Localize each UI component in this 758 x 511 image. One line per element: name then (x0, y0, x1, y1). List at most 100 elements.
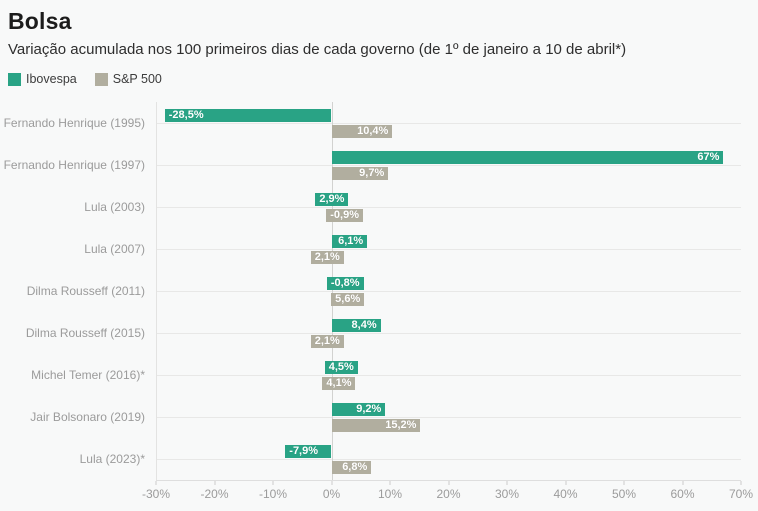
chart-rows: Fernando Henrique (1995) -28,5% 10,4% Ferna… (3, 102, 758, 480)
sp500-bar: 5,6% (331, 293, 365, 306)
bar-value-label: 4,5% (324, 361, 358, 374)
x-axis: -30% -20% -10% 0% 10% 20% 30% 40% 50% 60% 70% (8, 480, 758, 506)
category-label: Lula (2003) (84, 200, 145, 214)
zero-gridline (331, 228, 333, 270)
bar-value-label: 9,7% (355, 167, 389, 180)
sp500-bar: 15,2% (331, 419, 421, 432)
row-gridline (156, 165, 741, 166)
legend-item-sp500: S&P 500 (94, 72, 162, 86)
chart-row: Lula (2007) 6,1% 2,1% (8, 228, 758, 270)
legend-label-sp500: S&P 500 (112, 72, 162, 86)
x-axis-ticks: -30% -20% -10% 0% 10% 20% 30% 40% 50% 60% 70% (142, 480, 753, 506)
sp500-swatch-icon (94, 72, 108, 86)
category-label: Jair Bolsonaro (2019) (30, 410, 145, 424)
axis-tick-mark (623, 481, 625, 485)
row-gridline (156, 249, 741, 250)
bar-chart: Fernando Henrique (1995) -28,5% 10,4% Ferna… (3, 102, 758, 506)
ibovespa-bar: -7,9% (285, 445, 332, 458)
sp500-bar: 9,7% (331, 167, 389, 180)
sp500-bar: 10,4% (331, 125, 393, 138)
category-label: Lula (2023)* (79, 452, 145, 466)
bar-value-label: 9,2% (352, 403, 386, 416)
bar-value-label: 6,8% (338, 461, 372, 474)
axis-tick-label: -10% (258, 487, 288, 501)
row-plot: 9,2% 15,2% (156, 396, 741, 438)
ibovespa-bar: 8,4% (331, 319, 381, 332)
bar-value-label: 8,4% (347, 319, 381, 332)
left-edge-gridline (156, 228, 157, 270)
bar-value-label: -28,5% (164, 109, 208, 122)
bar-value-label: 5,6% (331, 293, 365, 306)
axis-tick-label: 50% (611, 487, 637, 501)
legend-item-ibovespa: Ibovespa (8, 72, 77, 86)
row-plot: -28,5% 10,4% (156, 102, 741, 144)
row-gridline (156, 291, 741, 292)
chart-row: Fernando Henrique (1997) 67% 9,7% (3, 144, 758, 186)
row-gridline (156, 417, 741, 418)
row-plot: 4,5% 4,1% (156, 354, 741, 396)
axis-tick-mark (214, 481, 215, 485)
ibovespa-bar: -28,5% (164, 109, 332, 122)
category-label: Fernando Henrique (1995) (3, 116, 145, 130)
row-gridline (156, 333, 741, 334)
chart-row: Michel Temer (2016)* 4,5% 4,1% (8, 354, 758, 396)
row-plot: 2,9% -0,9% (156, 186, 741, 228)
ibovespa-bar: 67% (331, 151, 724, 164)
row-plot: -0,8% 5,6% (156, 270, 741, 312)
bar-value-label: 15,2% (381, 419, 421, 432)
row-gridline (156, 207, 741, 208)
left-edge-gridline (156, 186, 157, 228)
axis-tick-mark (155, 481, 157, 485)
category-label: Fernando Henrique (1997) (3, 158, 145, 172)
left-edge-gridline (156, 144, 157, 186)
row-gridline (156, 459, 741, 460)
axis-tick-mark (506, 481, 508, 485)
category-label: Michel Temer (2016)* (31, 368, 145, 382)
zero-gridline (331, 354, 333, 396)
sp500-bar: -0,9% (326, 209, 363, 222)
ibovespa-swatch-icon (8, 72, 21, 86)
zero-gridline (331, 312, 333, 354)
left-edge-gridline (156, 438, 157, 480)
sp500-bar: 6,8% (331, 461, 372, 474)
row-plot: 6,1% 2,1% (156, 228, 741, 270)
legend: Ibovespa S&P 500 (8, 72, 758, 86)
left-edge-gridline (156, 354, 157, 396)
chart-row: Dilma Rousseff (2015) 8,4% 2,1% (8, 312, 758, 354)
axis-tick-mark (389, 481, 391, 485)
chart-subtitle: Variação acumulada nos 100 primeiros dia… (8, 41, 627, 58)
sp500-bar: 2,1% (310, 335, 344, 348)
axis-tick-label: 20% (436, 487, 461, 501)
axis-tick-mark (565, 481, 566, 485)
axis-tick-mark (448, 481, 449, 485)
zero-gridline (331, 396, 333, 438)
axis-tick-label: 0% (322, 487, 341, 501)
axis-tick-mark (682, 481, 683, 485)
page-title: Bolsa (8, 8, 72, 34)
chart-row: Dilma Rousseff (2011) -0,8% 5,6% (8, 270, 758, 312)
bar-value-label: 2,1% (310, 251, 344, 264)
left-edge-gridline (156, 270, 157, 312)
left-edge-gridline (156, 312, 157, 354)
bar-value-label: 67% (693, 151, 724, 164)
bar-value-label: 10,4% (353, 125, 393, 138)
zero-gridline (331, 102, 333, 144)
bar-value-label: -0,8% (326, 277, 364, 290)
sp500-bar: 4,1% (322, 377, 356, 390)
axis-tick-label: 70% (728, 487, 754, 501)
chart-row: Lula (2003) 2,9% -0,9% (8, 186, 758, 228)
ibovespa-bar: 6,1% (331, 235, 368, 248)
legend-label-ibovespa: Ibovespa (26, 72, 77, 86)
row-gridline (156, 123, 741, 124)
row-gridline (156, 375, 741, 376)
chart-row: Lula (2023)* -7,9% 6,8% (8, 438, 758, 480)
axis-tick-mark (331, 481, 332, 485)
ibovespa-bar: 4,5% (324, 361, 358, 374)
bar-value-label: 6,1% (334, 235, 368, 248)
ibovespa-bar: 9,2% (331, 403, 386, 416)
zero-gridline (331, 186, 333, 228)
left-edge-gridline (156, 396, 157, 438)
axis-tick-mark (740, 481, 742, 485)
chart-row: Fernando Henrique (1995) -28,5% 10,4% (3, 102, 758, 144)
zero-gridline (331, 270, 333, 312)
